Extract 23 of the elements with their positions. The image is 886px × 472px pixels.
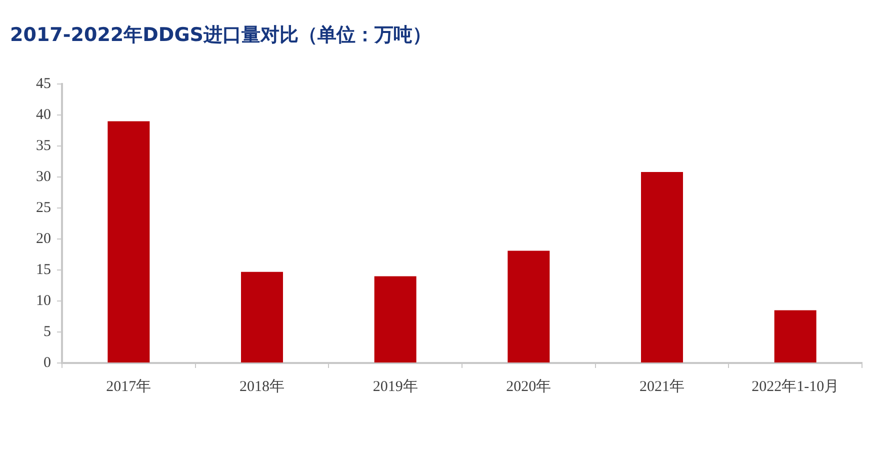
bar [508, 250, 550, 362]
y-tick-label: 20 [36, 230, 51, 247]
bar [374, 276, 416, 362]
y-tick-label: 25 [36, 200, 51, 216]
y-tick-label: 45 [36, 76, 51, 92]
y-tick-label: 30 [36, 168, 51, 185]
x-tick-label: 2018年 [240, 378, 284, 395]
y-tick-label: 10 [36, 292, 51, 309]
x-tick-label: 2022年1-10月 [752, 378, 840, 395]
x-tick-label: 2017年 [106, 378, 152, 395]
x-tick-label: 2019年 [372, 378, 418, 395]
x-tick-label: 2020年 [506, 378, 552, 395]
bar [241, 272, 283, 362]
y-tick-label: 5 [44, 324, 51, 340]
bar [641, 172, 683, 362]
y-tick-label: 40 [36, 106, 51, 123]
chart-title: 2017-2022年DDGS进口量对比（单位：万吨） [10, 23, 432, 48]
bar [774, 310, 816, 362]
x-tick-label: 2021年 [640, 378, 684, 395]
y-tick-label: 35 [36, 138, 51, 154]
bar [108, 121, 150, 362]
y-tick-label: 15 [36, 262, 51, 278]
y-tick-label: 0 [44, 354, 51, 371]
